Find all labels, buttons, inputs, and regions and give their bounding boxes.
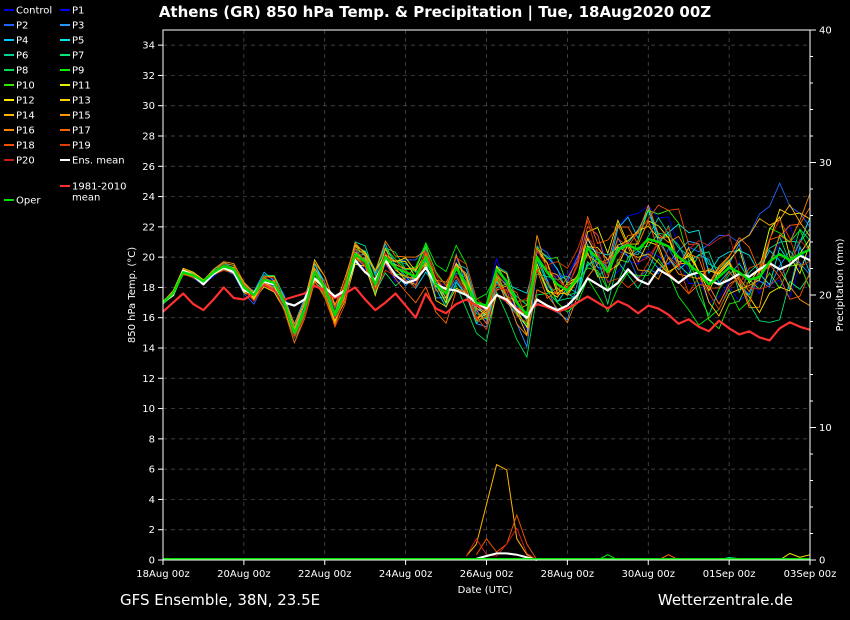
series-line-p18: [162, 204, 811, 345]
y-left-tick-label: 20: [142, 253, 155, 264]
y-left-tick-label: 22: [142, 222, 155, 233]
legend-label: P16: [16, 126, 35, 137]
plot-frame: [162, 29, 811, 561]
footer-model-info: GFS Ensemble, 38N, 23.5E: [120, 591, 320, 609]
y-left-tick-label: 2: [149, 525, 155, 536]
legend-label: Oper: [16, 196, 41, 207]
legend-label: P20: [16, 156, 35, 167]
y-axis-left-label: 850 hPa Temp. (°C): [127, 247, 138, 343]
y-axis-right-label: Precipitation (mm): [835, 238, 846, 331]
x-axis-label: Date (UTC): [458, 585, 513, 596]
legend-label: P9: [72, 66, 84, 77]
precip-line-p14: [465, 463, 538, 561]
legend-label: Ens. mean: [72, 156, 125, 167]
legend-label: Control: [16, 6, 52, 17]
y-left-tick-label: 10: [142, 404, 155, 415]
y-left-tick-label: 32: [142, 71, 155, 82]
y-left-tick-label: 28: [142, 132, 155, 143]
precip-line-p12: [779, 552, 811, 561]
y-left-tick-label: 8: [149, 434, 155, 445]
precip-line-ens-mean: [476, 552, 538, 561]
y-left-tick-label: 34: [142, 41, 155, 52]
y-right-tick-label: 30: [819, 158, 832, 169]
legend-label: P6: [16, 51, 28, 62]
x-tick-label: 18Aug 00z: [136, 569, 189, 580]
legend-label: P12: [16, 96, 35, 107]
y-right-tick-label: 10: [819, 423, 832, 434]
series-line-p7: [162, 224, 811, 334]
chart-title: Athens (GR) 850 hPa Temp. & Precipitatio…: [159, 3, 711, 22]
legend-label: P10: [16, 81, 35, 92]
y-left-tick-label: 24: [142, 192, 155, 203]
legend-label: P14: [16, 111, 35, 122]
legend-label: P8: [16, 66, 28, 77]
y-right-tick-label: 0: [819, 556, 825, 567]
legend-label: P4: [16, 36, 28, 47]
y-left-tick-label: 30: [142, 101, 155, 112]
legend: Control P1 P2 P3 P4 P5 P6 P7 P8 P9 P10 P11 P12 P13 P14…: [4, 6, 127, 207]
y-left-tick-label: 12: [142, 374, 155, 385]
y-left-tick-label: 14: [142, 344, 155, 355]
legend-label: P19: [72, 141, 91, 152]
x-tick-label: 30Aug 00z: [622, 569, 675, 580]
footer-source: Wetterzentrale.de: [658, 591, 793, 609]
x-tick-label: 22Aug 00z: [298, 569, 351, 580]
legend-label: P5: [72, 36, 84, 47]
y-left-tick-label: 0: [149, 556, 155, 567]
y-left-tick-label: 4: [149, 495, 155, 506]
y-right-tick-label: 40: [819, 26, 832, 37]
x-tick-label: 03Sep 00z: [784, 569, 837, 580]
y-right-tick-label: 20: [819, 291, 832, 302]
x-tick-label: 20Aug 00z: [217, 569, 270, 580]
legend-label: P7: [72, 51, 84, 62]
legend-label: P18: [16, 141, 35, 152]
x-tick-label: 28Aug 00z: [541, 569, 594, 580]
y-left-tick-label: 6: [149, 465, 155, 476]
y-left-tick-label: 18: [142, 283, 155, 294]
x-tick-label: 01Sep 00z: [703, 569, 756, 580]
legend-label: P13: [72, 96, 91, 107]
legend-label: P17: [72, 126, 91, 137]
legend-label: P2: [16, 21, 28, 32]
legend-label: mean: [72, 193, 100, 204]
legend-label: P15: [72, 111, 91, 122]
legend-label: P3: [72, 21, 84, 32]
x-tick-label: 24Aug 00z: [379, 569, 432, 580]
legend-label: P1: [72, 6, 84, 17]
legend-label: 1981-2010: [72, 182, 127, 193]
x-tick-label: 26Aug 00z: [460, 569, 513, 580]
y-left-tick-label: 16: [142, 313, 155, 324]
y-left-tick-label: 26: [142, 162, 155, 173]
legend-label: P11: [72, 81, 91, 92]
series-line-oper: [162, 237, 811, 335]
precip-line-p20: [465, 527, 538, 561]
grid-lines: [163, 30, 810, 560]
